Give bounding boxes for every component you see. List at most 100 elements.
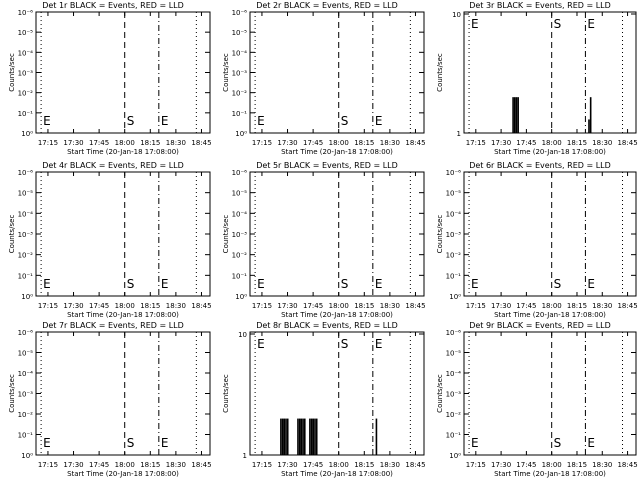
- x-tick-label: 18:45: [405, 139, 425, 147]
- y-tick-label: 10⁻¹: [446, 432, 462, 440]
- plot-frame: [463, 171, 637, 297]
- y-tick-label: 10⁻²: [446, 252, 462, 260]
- x-tick-label: 18:30: [592, 461, 612, 469]
- y-tick-label: 10⁻⁵: [232, 190, 248, 198]
- y-tick-label: 10⁻³: [446, 231, 462, 239]
- x-tick-label: 18:15: [140, 461, 160, 469]
- y-tick-label: 10⁻³: [18, 70, 34, 78]
- x-tick-label: 17:15: [38, 461, 58, 469]
- x-tick-label: 18:00: [542, 302, 562, 310]
- x-tick-label: 17:45: [303, 139, 323, 147]
- marker-label: E: [161, 436, 169, 450]
- x-tick-label: 17:30: [491, 139, 511, 147]
- panel-title: Det 9r BLACK = Events, RED = LLD: [469, 321, 611, 330]
- detector-panel: Det 2r BLACK = Events, RED = LLD Counts/s…: [222, 1, 426, 156]
- x-tick-label: 18:00: [115, 139, 135, 147]
- y-tick-label: 10⁻⁵: [232, 29, 248, 37]
- event-bar: [589, 97, 592, 133]
- marker-label: E: [375, 277, 383, 291]
- plot-frame: [249, 331, 425, 456]
- x-tick-label: 18:45: [617, 461, 637, 469]
- event-bar: [588, 119, 590, 133]
- x-tick-label: 17:15: [38, 302, 58, 310]
- y-tick-label: 10⁻⁵: [446, 350, 462, 358]
- x-axis-label: Start Time (20-Jan-18 17:08:00): [281, 148, 393, 156]
- x-tick-label: 17:30: [63, 461, 83, 469]
- y-tick-label: 10⁻²: [18, 252, 34, 260]
- x-tick-label: 17:45: [303, 461, 323, 469]
- marker-label: S: [554, 436, 562, 450]
- event-bar: [375, 418, 378, 455]
- y-axis-label: Counts/sec: [436, 374, 444, 413]
- x-tick-label: 17:15: [252, 461, 272, 469]
- x-tick-label: 18:30: [380, 461, 400, 469]
- y-tick-label: 10⁻³: [232, 231, 248, 239]
- x-tick-label: 18:30: [380, 302, 400, 310]
- y-tick-label: 10⁻⁴: [18, 370, 34, 378]
- x-tick-label: 18:45: [617, 302, 637, 310]
- y-tick-label: 10⁻²: [232, 90, 248, 98]
- x-tick-label: 18:00: [115, 461, 135, 469]
- y-tick-label: 10⁰: [235, 293, 247, 301]
- y-tick-label: 10⁻⁶: [446, 329, 462, 337]
- y-tick-label: 10⁰: [21, 452, 33, 460]
- marker-label: E: [587, 17, 595, 31]
- event-bar: [309, 418, 311, 455]
- plot-frame: [249, 11, 425, 134]
- y-axis-label: Counts/sec: [8, 53, 16, 92]
- x-tick-label: 18:15: [140, 139, 160, 147]
- x-axis-label: Start Time (20-Jan-18 17:08:00): [281, 311, 393, 319]
- y-tick-label: 10⁻³: [446, 391, 462, 399]
- marker-label: S: [341, 277, 349, 291]
- marker-label: E: [257, 277, 265, 291]
- marker-label: S: [554, 277, 562, 291]
- x-tick-label: 18:15: [567, 461, 587, 469]
- marker-label: S: [127, 114, 135, 128]
- marker-label: E: [375, 114, 383, 128]
- y-tick-label: 10⁰: [21, 293, 33, 301]
- x-tick-label: 17:45: [303, 302, 323, 310]
- marker-label: S: [554, 17, 562, 31]
- y-tick-label: 10⁻²: [446, 411, 462, 419]
- detector-panel: Det 8r BLACK = Events, RED = LLD Counts/s…: [222, 321, 426, 478]
- x-axis-label: Start Time (20-Jan-18 17:08:00): [494, 148, 606, 156]
- y-axis-label: Counts/sec: [222, 374, 230, 413]
- marker-label: E: [161, 114, 169, 128]
- y-tick-label: 10⁻⁵: [18, 29, 34, 37]
- x-tick-label: 18:15: [567, 139, 587, 147]
- x-tick-label: 17:15: [466, 461, 486, 469]
- event-bar: [513, 97, 516, 133]
- y-tick-label: 10⁻⁶: [18, 169, 34, 177]
- panel-title: Det 6r BLACK = Events, RED = LLD: [469, 161, 611, 170]
- plot-frame: [35, 11, 211, 134]
- x-tick-label: 17:15: [466, 302, 486, 310]
- y-tick-label: 10⁻¹: [232, 272, 248, 280]
- y-axis-label: Counts/sec: [8, 374, 16, 413]
- event-bar: [312, 418, 315, 455]
- marker-label: E: [587, 436, 595, 450]
- y-tick-label: 10⁻⁶: [18, 9, 34, 17]
- marker-label: E: [43, 277, 51, 291]
- y-tick-label: 10⁻⁵: [18, 350, 34, 358]
- x-tick-label: 18:15: [140, 302, 160, 310]
- detector-panel: Det 7r BLACK = Events, RED = LLD Counts/s…: [8, 321, 212, 478]
- y-axis-label: Counts/sec: [436, 53, 444, 92]
- x-tick-label: 17:45: [89, 139, 109, 147]
- marker-label: E: [471, 17, 479, 31]
- plot-frame: [463, 331, 637, 456]
- event-bar: [512, 97, 514, 133]
- x-tick-label: 17:30: [491, 302, 511, 310]
- x-tick-label: 17:15: [38, 139, 58, 147]
- y-tick-label: 10⁻¹: [446, 272, 462, 280]
- marker-label: S: [127, 436, 135, 450]
- marker-label: E: [161, 277, 169, 291]
- detector-panel: Det 1r BLACK = Events, RED = LLD Counts/s…: [8, 1, 212, 156]
- event-bar: [302, 418, 304, 455]
- x-tick-label: 18:45: [191, 302, 211, 310]
- x-tick-label: 17:30: [63, 139, 83, 147]
- marker-label: S: [127, 277, 135, 291]
- detector-panel: Det 3r BLACK = Events, RED = LLD Counts/s…: [436, 1, 638, 156]
- event-bar: [297, 418, 299, 455]
- y-tick-label: 10⁰: [21, 130, 33, 138]
- x-axis-label: Start Time (20-Jan-18 17:08:00): [281, 470, 393, 478]
